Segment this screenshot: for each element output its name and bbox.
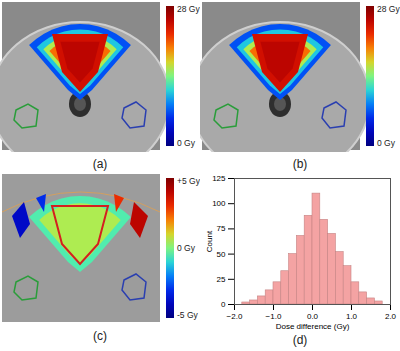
svg-text:28 Gy: 28 Gy (177, 4, 200, 14)
svg-text:2.0: 2.0 (385, 312, 397, 321)
svg-text:0 Gy: 0 Gy (177, 138, 196, 148)
svg-text:−1.0: −1.0 (266, 312, 282, 321)
svg-text:+5 Gy: +5 Gy (177, 176, 200, 186)
html-text:(d): (d) (292, 333, 308, 347)
svg-text:-5 Gy: -5 Gy (177, 310, 199, 320)
svg-text:100: 100 (212, 199, 226, 208)
svg-text:0.0: 0.0 (307, 312, 319, 321)
html-text:(a): (a) (92, 157, 108, 171)
svg-text:28 Gy: 28 Gy (377, 4, 400, 14)
svg-text:0: 0 (221, 300, 226, 309)
svg-text:0 Gy: 0 Gy (377, 138, 396, 148)
svg-text:125: 125 (212, 174, 226, 183)
svg-text:75: 75 (217, 224, 226, 233)
svg-text:−2.0: −2.0 (227, 312, 243, 321)
svg-text:50: 50 (217, 250, 226, 259)
svg-text:0 Gy: 0 Gy (177, 243, 196, 253)
svg-text:Dose difference (Gy): Dose difference (Gy) (276, 322, 350, 331)
svg-text:25: 25 (217, 275, 226, 284)
html-text:(c): (c) (93, 329, 107, 343)
svg-text:1.0: 1.0 (346, 312, 358, 321)
html-text:(b): (b) (292, 157, 308, 171)
svg-text:Count: Count (205, 230, 214, 252)
